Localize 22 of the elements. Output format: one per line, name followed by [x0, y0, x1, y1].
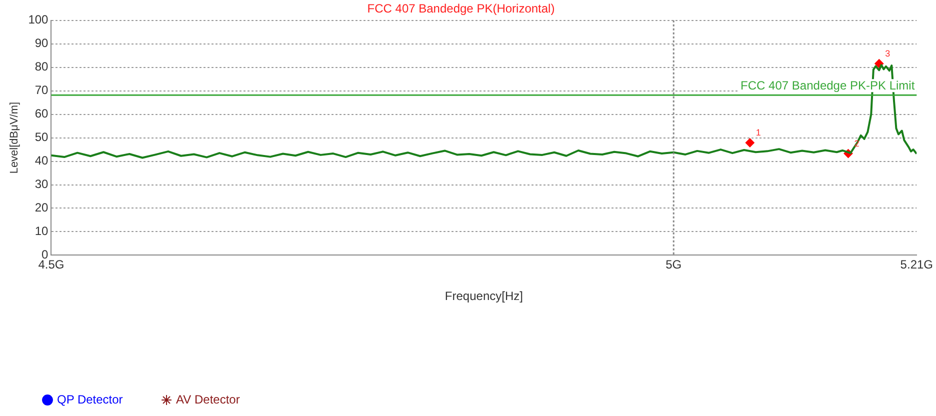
x-tick-label: 5.21G: [900, 258, 934, 272]
y-tick-label: 40: [34, 154, 49, 168]
ref-line-label: FCC 407 Bandedge PK-PK Limit: [740, 78, 916, 92]
annotation: 1: [756, 128, 761, 138]
chart-title: FCC 407 Bandedge PK(Horizontal): [367, 2, 555, 16]
y-axis-title: Level[dBμV/m]: [8, 102, 21, 174]
y-tick-label: 30: [34, 177, 49, 192]
annotation: 2: [854, 138, 860, 149]
y-tick-label: 20: [34, 200, 49, 215]
y-tick-label: 100: [28, 12, 49, 27]
y-tick-label: 70: [34, 83, 49, 98]
legend-label: QP Detector: [57, 392, 123, 406]
y-tick-label: 80: [34, 60, 49, 74]
y-tick-label: 60: [34, 106, 49, 121]
y-tick-label: 10: [34, 224, 49, 238]
y-tick-label: 50: [34, 130, 49, 144]
y-tick-label: 90: [34, 36, 49, 50]
x-tick-label: 5G: [666, 258, 682, 272]
annotation: 3: [885, 48, 890, 59]
legend-label: AV Detector: [176, 392, 240, 406]
x-axis-title: Frequency[Hz]: [444, 289, 523, 304]
x-tick-label: 4.5G: [38, 258, 64, 272]
